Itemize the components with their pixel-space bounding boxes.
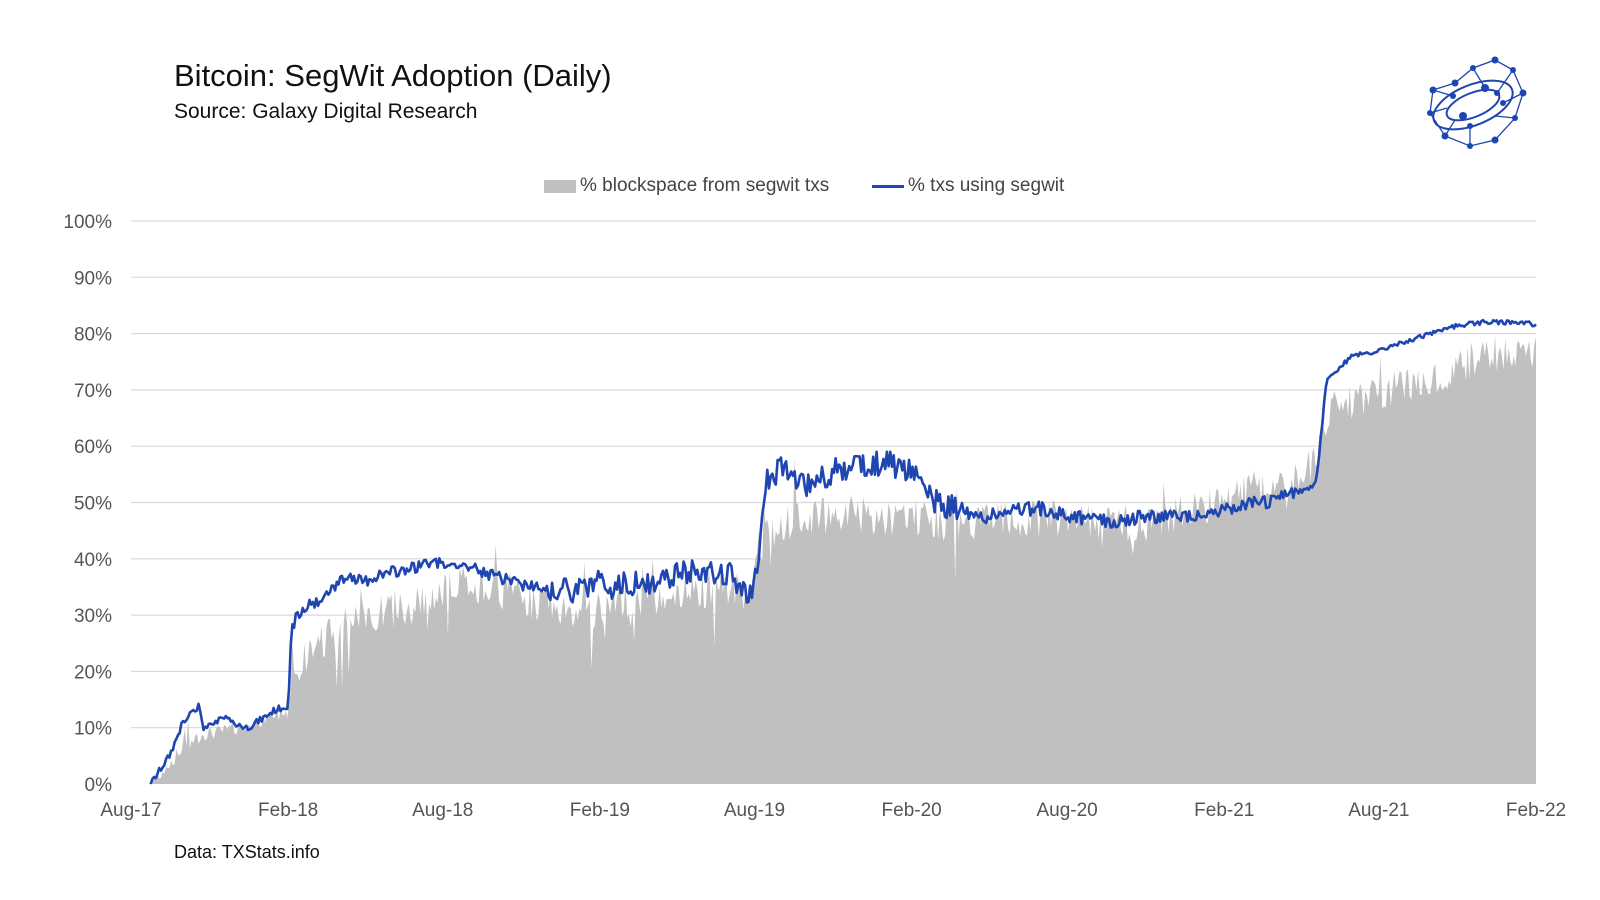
- x-tick-label: Feb-19: [570, 800, 630, 821]
- y-tick-label: 30%: [74, 606, 112, 627]
- line-layer: [149, 318, 1537, 785]
- chart-legend: % blockspace from segwit txs % txs using…: [0, 172, 1600, 200]
- series-area-blockspace: [150, 335, 1537, 784]
- y-axis-ticks: 0% 10% 20% 30% 40% 50% 60% 70% 80% 90% 100%: [63, 212, 112, 796]
- chart-subtitle: Source: Galaxy Digital Research: [174, 100, 478, 123]
- x-tick-label: Feb-22: [1506, 800, 1566, 821]
- y-tick-label: 20%: [74, 662, 112, 683]
- area-layer: [150, 335, 1537, 784]
- x-tick-label: Aug-21: [1348, 800, 1409, 821]
- y-tick-label: 80%: [74, 325, 112, 346]
- y-tick-label: 90%: [74, 268, 112, 289]
- legend-swatch-area: [544, 180, 576, 193]
- x-axis-ticks: Aug-17 Feb-18 Aug-18 Feb-19 Aug-19 Feb-20 Aug-…: [100, 800, 1566, 821]
- x-tick-label: Aug-18: [412, 800, 473, 821]
- legend-label-txs: % txs using segwit: [908, 175, 1065, 196]
- galaxy-network-logo-icon: [1415, 48, 1533, 158]
- x-tick-label: Feb-20: [882, 800, 942, 821]
- y-tick-label: 0%: [85, 775, 113, 796]
- chart-title: Bitcoin: SegWit Adoption (Daily): [174, 58, 612, 93]
- data-source-note: Data: TXStats.info: [174, 842, 320, 862]
- x-tick-label: Aug-17: [100, 800, 161, 821]
- x-tick-label: Feb-21: [1194, 800, 1254, 821]
- x-tick-label: Aug-20: [1036, 800, 1097, 821]
- series-line-txs: [149, 318, 1537, 785]
- logo-graphic: [1427, 56, 1527, 149]
- y-tick-label: 40%: [74, 550, 112, 571]
- x-tick-label: Aug-19: [724, 800, 785, 821]
- y-tick-label: 50%: [74, 494, 112, 515]
- y-tick-label: 60%: [74, 437, 112, 458]
- legend-swatch-line: [872, 185, 904, 188]
- x-tick-label: Feb-18: [258, 800, 318, 821]
- y-tick-label: 100%: [63, 212, 112, 233]
- y-tick-label: 70%: [74, 381, 112, 402]
- legend-label-blockspace: % blockspace from segwit txs: [580, 175, 830, 196]
- y-tick-label: 10%: [74, 719, 112, 740]
